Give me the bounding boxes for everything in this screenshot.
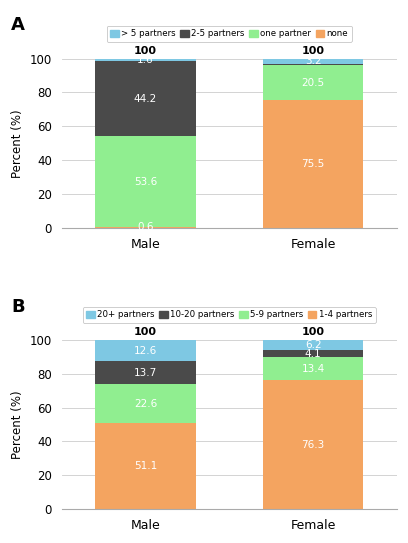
Text: B: B [11, 298, 25, 315]
Bar [95, 227, 196, 228]
Text: 4.1: 4.1 [305, 349, 322, 359]
Bar [263, 380, 364, 509]
Bar [95, 422, 196, 509]
Text: 100: 100 [134, 327, 157, 337]
Text: 3.2: 3.2 [305, 56, 322, 66]
Text: 100: 100 [302, 327, 325, 337]
Text: 76.3: 76.3 [302, 440, 325, 450]
Legend: > 5 partners, 2-5 partners, one partner, none: > 5 partners, 2-5 partners, one partner,… [107, 26, 352, 42]
Bar [263, 357, 364, 380]
Text: 13.4: 13.4 [302, 364, 325, 374]
Text: 20.5: 20.5 [302, 78, 325, 88]
Y-axis label: Percent (%): Percent (%) [11, 109, 24, 178]
Text: 1.6: 1.6 [137, 55, 154, 65]
Text: 100: 100 [302, 46, 325, 56]
Bar [95, 59, 196, 61]
Text: A: A [11, 16, 25, 34]
Text: 44.2: 44.2 [134, 94, 157, 104]
Bar [95, 136, 196, 227]
Bar [263, 340, 364, 350]
Bar [95, 384, 196, 422]
Bar [263, 65, 364, 100]
Text: 0.6: 0.6 [137, 223, 154, 232]
Bar [95, 340, 196, 361]
Text: 6.2: 6.2 [305, 340, 322, 350]
Bar [95, 61, 196, 136]
Bar [263, 350, 364, 357]
Text: 75.5: 75.5 [302, 159, 325, 169]
Text: 22.6: 22.6 [134, 399, 157, 408]
Bar [263, 58, 364, 64]
Y-axis label: Percent (%): Percent (%) [11, 390, 24, 459]
Text: 53.6: 53.6 [134, 176, 157, 187]
Text: 12.6: 12.6 [134, 345, 157, 356]
Text: 51.1: 51.1 [134, 461, 157, 471]
Bar [95, 361, 196, 384]
Text: 13.7: 13.7 [134, 368, 157, 378]
Legend: 20+ partners, 10-20 partners, 5-9 partners, 1-4 partners: 20+ partners, 10-20 partners, 5-9 partne… [83, 307, 376, 323]
Text: 100: 100 [134, 46, 157, 56]
Bar [263, 100, 364, 228]
Bar [263, 64, 364, 65]
